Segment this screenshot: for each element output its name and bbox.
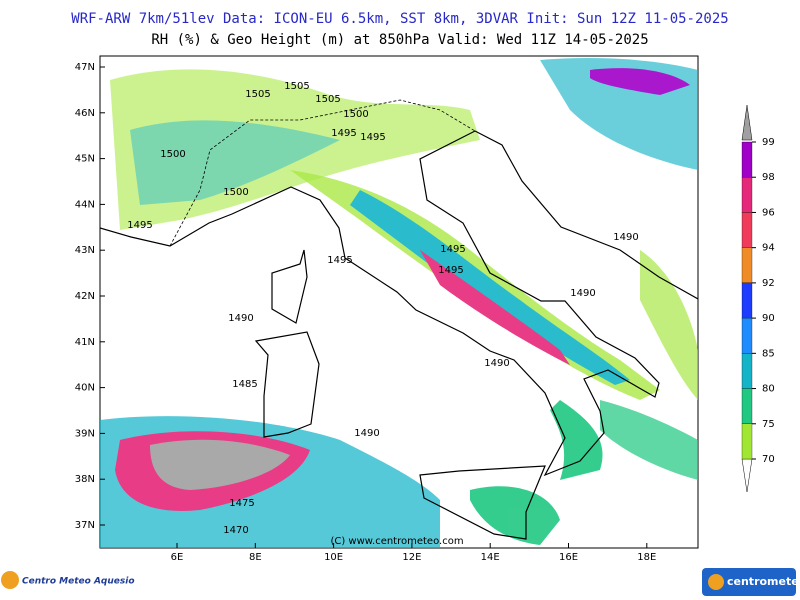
logo-text: Centro Meteo Aquesio — [22, 577, 135, 587]
contour-label: 1500 — [160, 149, 185, 160]
colorbar-segment — [741, 388, 753, 424]
contour-label: 1495 — [438, 265, 463, 276]
colorbar: 99 98 96 94 92 90 85 80 75 70 — [741, 104, 775, 493]
colorbar-tick-label: 80 — [762, 384, 775, 395]
colorbar-tick-label: 75 — [762, 419, 775, 430]
lat-label: 39N — [75, 428, 95, 439]
colorbar-segment — [741, 247, 753, 284]
contour-label: 1500 — [223, 187, 248, 198]
lon-label: 14E — [481, 552, 500, 563]
lon-label: 8E — [249, 552, 262, 563]
contour-label: 1485 — [232, 379, 257, 390]
copyright: (C) www.centrometeo.com — [330, 536, 463, 547]
contour-label: 1490 — [570, 288, 595, 299]
colorbar-tick-label: 99 — [762, 137, 775, 148]
contour-label: 1495 — [331, 128, 356, 139]
colorbar-tick-label: 85 — [762, 348, 775, 359]
contour-label: 1505 — [315, 94, 340, 105]
colorbar-tick-label: 92 — [762, 278, 775, 289]
contour-label: 1495 — [360, 132, 385, 143]
colorbar-segment — [741, 282, 753, 319]
lat-label: 46N — [75, 108, 95, 119]
left-logo: Centro Meteo Aquesio — [1, 571, 135, 589]
lat-label: 41N — [75, 337, 95, 348]
lat-label: 43N — [75, 245, 95, 256]
contour-label: 1495 — [127, 220, 152, 231]
contour-label: 1500 — [343, 109, 368, 120]
colorbar-segment — [741, 141, 753, 178]
lon-label: 12E — [402, 552, 421, 563]
lat-label: 42N — [75, 291, 95, 302]
subtitle: RH (%) & Geo Height (m) at 850hPa Valid:… — [151, 32, 648, 48]
map: 1505 1505 1505 1500 1495 1495 1500 1500 … — [99, 55, 699, 549]
lat-label: 38N — [75, 474, 95, 485]
lat-label: 37N — [75, 520, 95, 531]
colorbar-segment — [741, 212, 753, 248]
lat-label: 44N — [75, 199, 95, 210]
colorbar-tick-label: 94 — [762, 243, 775, 254]
contour-labels: 1505 1505 1505 1500 1495 1495 1500 1500 … — [127, 81, 638, 536]
colorbar-tick-label: 90 — [762, 313, 775, 324]
colorbar-tick-label: 70 — [762, 454, 775, 465]
colorbar-segment — [741, 353, 753, 389]
right-logo: centrometeo — [702, 568, 800, 596]
contour-label: 1490 — [354, 428, 379, 439]
contour-label: 1505 — [245, 89, 270, 100]
colorbar-segment — [741, 423, 753, 460]
contour-label: 1475 — [229, 498, 254, 509]
title: WRF-ARW 7km/51lev Data: ICON-EU 6.5km, S… — [71, 11, 728, 27]
contour-label: 1470 — [223, 525, 248, 536]
contour-label: 1490 — [484, 358, 509, 369]
contour-label: 1495 — [327, 255, 352, 266]
lon-label: 6E — [171, 552, 184, 563]
colorbar-tick-label: 98 — [762, 172, 775, 183]
lat-label: 45N — [75, 154, 95, 165]
contour-label: 1505 — [284, 81, 309, 92]
colorbar-segment — [741, 177, 753, 213]
axes: 47N 46N 45N 44N 43N 42N 41N 40N 39N 38N 37N 6E 8E 10E… — [75, 62, 657, 563]
contour-label: 1490 — [228, 313, 253, 324]
lon-label: 18E — [637, 552, 656, 563]
logo-text: centrometeo — [727, 575, 800, 588]
lat-label: 47N — [75, 62, 95, 73]
lon-label: 10E — [324, 552, 343, 563]
contour-label: 1495 — [440, 244, 465, 255]
contour-label: 1490 — [613, 232, 638, 243]
lat-label: 40N — [75, 383, 95, 394]
colorbar-tick-label: 96 — [762, 207, 775, 218]
colorbar-segment — [741, 317, 753, 354]
lon-label: 16E — [559, 552, 578, 563]
